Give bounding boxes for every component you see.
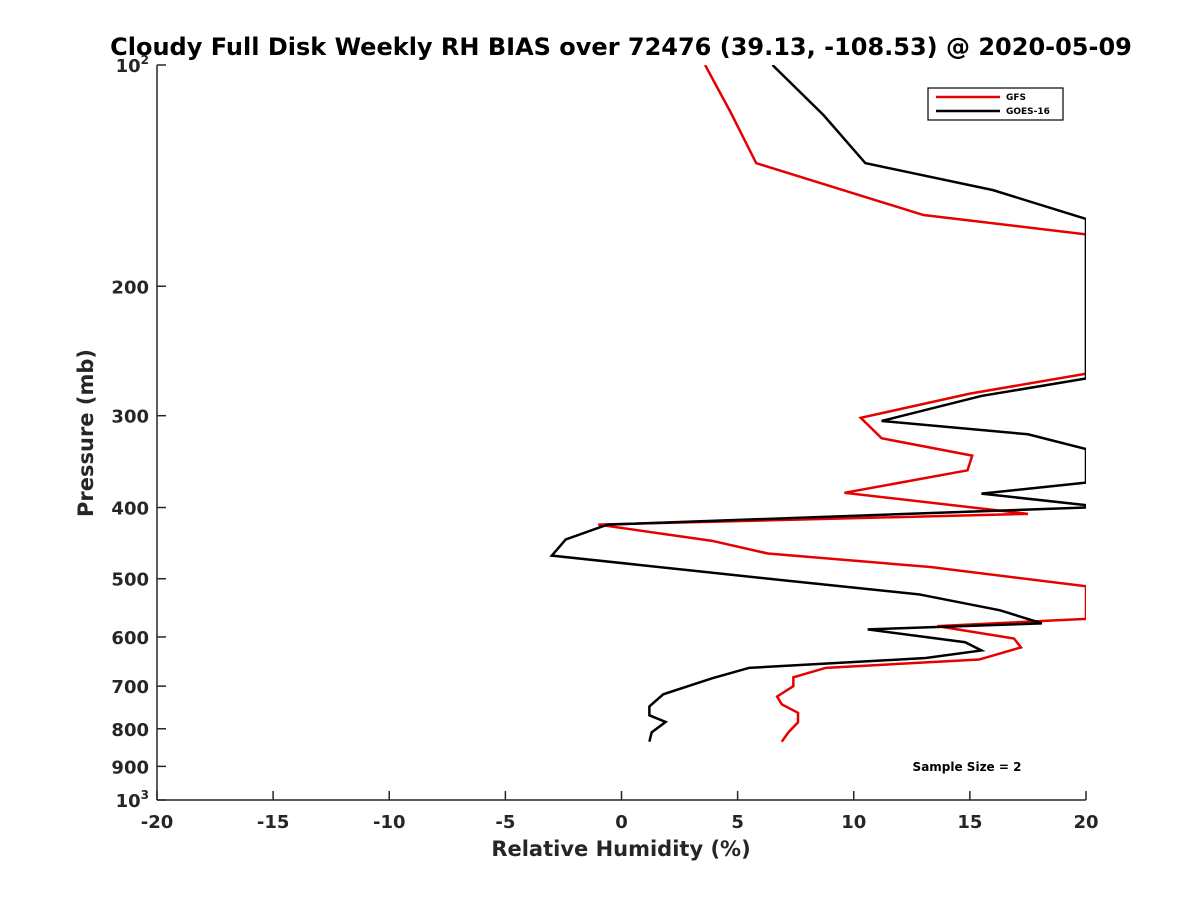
legend-label: GFS bbox=[1006, 93, 1026, 103]
legend-label: GOES-16 bbox=[1006, 107, 1050, 117]
x-tick-label: -5 bbox=[495, 812, 515, 833]
y-tick-label: 102 bbox=[116, 53, 149, 77]
y-tick-label: 200 bbox=[111, 277, 149, 298]
legend-box bbox=[927, 87, 1064, 121]
y-tick-label: 800 bbox=[111, 720, 149, 741]
y-tick-label: 600 bbox=[111, 628, 149, 649]
series-line-gfs bbox=[598, 65, 1086, 743]
x-tick-label: 0 bbox=[615, 812, 628, 833]
x-tick-label: -10 bbox=[373, 812, 406, 833]
x-tick-label: 20 bbox=[1073, 812, 1098, 833]
y-tick-label: 500 bbox=[111, 570, 149, 591]
x-tick-label: 10 bbox=[841, 812, 866, 833]
x-tick-label: 15 bbox=[957, 812, 982, 833]
series-line-goes-16 bbox=[549, 65, 1086, 742]
y-tick-label: 900 bbox=[111, 757, 149, 778]
y-tick-label: 700 bbox=[111, 677, 149, 698]
y-axis-label: Pressure (mb) bbox=[74, 349, 98, 517]
y-tick-label: 400 bbox=[111, 499, 149, 520]
x-tick-label: -15 bbox=[257, 812, 290, 833]
plot-area: -20 -15 -10 -5 0 5 10 15 20 102 200 300 400 500 600 700… bbox=[111, 53, 1098, 833]
y-tick-label: 300 bbox=[111, 407, 149, 428]
chart-title: Cloudy Full Disk Weekly RH BIAS over 724… bbox=[110, 33, 1132, 61]
x-axis-label: Relative Humidity (%) bbox=[491, 837, 750, 861]
y-tick-label: 103 bbox=[116, 788, 149, 812]
legend: GFS GOES-16 bbox=[927, 87, 1064, 121]
x-tick-label: 5 bbox=[731, 812, 744, 833]
sample-size-annotation: Sample Size = 2 bbox=[913, 760, 1022, 774]
x-tick-label: -20 bbox=[141, 812, 174, 833]
